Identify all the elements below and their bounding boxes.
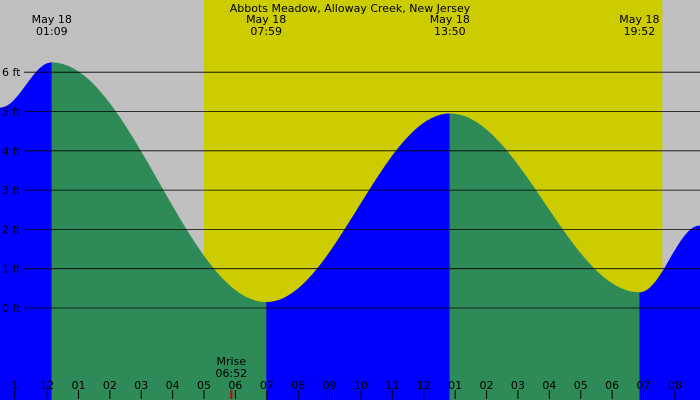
x-tick-label: 03 <box>134 379 148 392</box>
x-tick-label: 10 <box>354 379 368 392</box>
rising-tide-segment <box>266 113 450 400</box>
x-tick-label: 05 <box>574 379 588 392</box>
extreme-time-label: 13:50 <box>434 25 466 38</box>
chart-title: Abbots Meadow, Alloway Creek, New Jersey <box>230 2 471 15</box>
y-tick-label: 6 ft <box>2 66 21 79</box>
rising-tide-segment <box>0 62 52 400</box>
x-tick-label: 1 <box>11 379 18 392</box>
moon-event-time: 06:52 <box>215 367 247 380</box>
x-tick-label: 04 <box>166 379 180 392</box>
y-tick-label: 0 ft <box>2 302 21 315</box>
x-tick-label: 02 <box>103 379 117 392</box>
x-tick-label: 11 <box>385 379 399 392</box>
extreme-date-label: May 18 <box>246 13 286 26</box>
y-axis-labels: 0 ft 1 ft 2 ft 3 ft 4 ft 5 ft 6 ft <box>2 66 21 315</box>
rising-tide-segment <box>639 225 700 400</box>
extreme-time-label: 01:09 <box>36 25 68 38</box>
x-tick-label: 08 <box>668 379 682 392</box>
extreme-date-label: May 18 <box>430 13 470 26</box>
x-tick-label: 07 <box>260 379 274 392</box>
x-tick-label: 05 <box>197 379 211 392</box>
falling-tide-segment <box>51 62 267 400</box>
extreme-date-label: May 18 <box>619 13 659 26</box>
x-tick-label: 12 <box>40 379 54 392</box>
height-gridlines <box>24 71 700 309</box>
x-tick-label: 06 <box>228 379 242 392</box>
falling-tide-segment <box>449 113 640 400</box>
y-tick-label: 1 ft <box>2 263 21 276</box>
x-tick-label: 01 <box>71 379 85 392</box>
x-tick-label: 03 <box>511 379 525 392</box>
y-tick-label: 5 ft <box>2 106 21 119</box>
x-tick-label: 07 <box>636 379 650 392</box>
x-tick-label: 06 <box>605 379 619 392</box>
y-tick-label: 3 ft <box>2 184 21 197</box>
y-tick-label: 4 ft <box>2 145 21 158</box>
tide-areas <box>0 62 700 400</box>
x-tick-label: 12 <box>417 379 431 392</box>
moon-event-label: Mrise <box>217 355 247 368</box>
extreme-date-label: May 18 <box>32 13 72 26</box>
extreme-time-label: 19:52 <box>624 25 656 38</box>
x-tick-label: 09 <box>323 379 337 392</box>
x-tick-label: 08 <box>291 379 305 392</box>
y-tick-label: 2 ft <box>2 223 21 236</box>
x-tick-label: 04 <box>542 379 556 392</box>
x-axis-labels: 1 12 01 02 03 04 05 06 07 08 09 10 11 12 01 02 03 04 05 06 0… <box>11 379 682 399</box>
extreme-time-label: 07:59 <box>250 25 282 38</box>
x-tick-label: 02 <box>480 379 494 392</box>
x-tick-label: 01 <box>448 379 462 392</box>
